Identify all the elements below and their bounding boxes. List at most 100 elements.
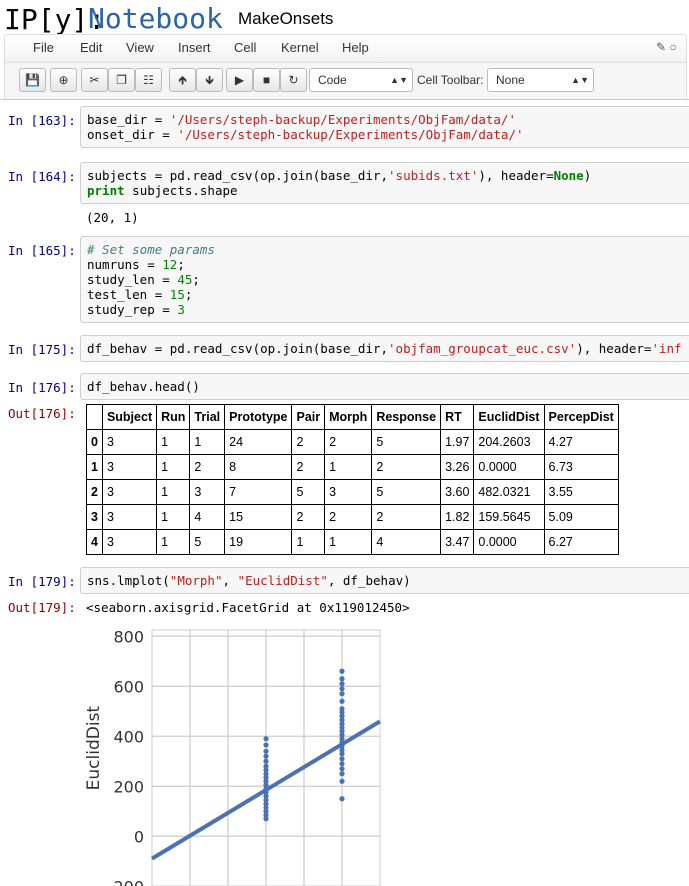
input-prompt: In [179]:	[8, 574, 76, 589]
paste-button[interactable]: ☷	[135, 68, 162, 92]
column-header: EuclidDist	[473, 404, 545, 430]
menu-item[interactable]: Help	[342, 40, 369, 55]
cell-toolbar-value: None	[496, 73, 525, 87]
menu-item[interactable]: File	[33, 40, 54, 55]
table-cell: 2	[371, 454, 442, 480]
cell-type: Code	[318, 73, 347, 87]
cell-toolbar-label: Cell Toolbar:	[417, 73, 484, 87]
menu-item[interactable]: Edit	[80, 40, 103, 55]
table-cell: 2	[324, 429, 373, 455]
data-point	[339, 698, 345, 704]
menubar	[4, 34, 687, 64]
table-cell: 1	[324, 529, 373, 555]
code-line: study_rep = 3	[87, 302, 185, 317]
data-point	[263, 804, 269, 811]
code-line: print subjects.shape	[87, 183, 238, 198]
data-point	[263, 782, 269, 788]
data-point	[263, 774, 269, 781]
table-cell: 24	[224, 429, 293, 455]
move-down-button[interactable]: 🡻	[196, 68, 223, 92]
data-point	[339, 761, 345, 767]
table-cell: 4	[189, 504, 226, 530]
code-cell[interactable]: base_dir = '/Users/steph-backup/Experime…	[80, 106, 689, 148]
table-cell: 6.27	[543, 529, 619, 555]
menu-item[interactable]: Kernel	[281, 40, 319, 55]
column-header: Trial	[189, 404, 226, 430]
column-header: Run	[156, 404, 191, 430]
data-point	[263, 797, 269, 803]
input-prompt: In [176]:	[8, 380, 76, 395]
cell-toolbar-select[interactable]: None ▲▼	[487, 68, 594, 92]
data-point	[339, 717, 345, 723]
table-cell: 15	[224, 504, 293, 530]
code-cell[interactable]: df_behav.head()	[80, 373, 689, 400]
code-cell[interactable]: subjects = pd.read_csv(op.join(base_dir,…	[80, 162, 689, 204]
restart-button[interactable]: ↻	[280, 68, 307, 92]
notebook-name[interactable]: MakeOnsets	[238, 9, 334, 28]
data-point	[263, 816, 269, 822]
table-cell: 8	[224, 454, 293, 480]
table-cell: 0.0000	[473, 454, 545, 480]
table-cell: 2	[189, 454, 226, 480]
data-point	[339, 676, 345, 682]
table-cell: 3.26	[440, 454, 475, 480]
y-tick-label: 800	[113, 627, 144, 646]
data-point	[339, 796, 345, 802]
row-index: 3	[86, 504, 103, 530]
data-point	[263, 801, 269, 807]
run-button[interactable]: ▶	[226, 68, 253, 92]
divider	[0, 99, 689, 100]
data-point	[263, 793, 269, 799]
table-cell: 3	[101, 504, 158, 530]
data-point	[263, 736, 269, 742]
data-point	[263, 778, 269, 784]
row-index: 2	[86, 479, 103, 505]
y-tick-label: 400	[113, 727, 144, 746]
data-point	[339, 756, 345, 762]
data-point	[339, 778, 345, 784]
table-cell: 2	[324, 504, 373, 530]
y-tick-label: 600	[113, 677, 144, 696]
data-point	[339, 771, 345, 777]
column-header: PercepDist	[543, 404, 619, 430]
table-row: 4 3 1 5 19 1 1 4 3.47 0.0000 6.27	[86, 529, 619, 555]
table-cell: 1	[156, 454, 191, 480]
table-cell: 4.27	[543, 429, 619, 455]
table-cell: 2	[291, 504, 326, 530]
row-index: 1	[86, 454, 103, 480]
data-point	[263, 812, 269, 818]
cut-button[interactable]: ✂	[81, 68, 108, 92]
stop-button[interactable]: ■	[253, 68, 280, 92]
menu-item[interactable]: View	[126, 40, 154, 55]
copy-button[interactable]: ❐	[108, 68, 135, 92]
move-up-button[interactable]: 🡹	[169, 68, 196, 92]
table-cell: 1	[189, 429, 226, 455]
data-point	[263, 808, 269, 814]
menu-item[interactable]: Cell	[234, 40, 257, 55]
save-button[interactable]: 💾	[19, 68, 46, 92]
table-row: 3 3 1 4 15 2 2 2 1.82 159.5645 5.09	[86, 504, 619, 530]
table-cell: 159.5645	[473, 504, 545, 530]
column-header: Response	[371, 404, 442, 430]
output-prompt: Out[176]:	[8, 406, 76, 421]
table-cell: 3.60	[440, 479, 475, 505]
table-cell: 6.73	[543, 454, 619, 480]
code-cell[interactable]: # Set some params numruns = 12; study_len …	[80, 236, 689, 323]
input-prompt: In [163]:	[8, 113, 76, 128]
code-line: sns.lmplot("Morph", "EuclidDist", df_beh…	[87, 573, 411, 588]
row-index: 4	[86, 529, 103, 555]
data-point	[339, 668, 345, 674]
table-cell: 7	[224, 479, 293, 505]
menu-item[interactable]: Insert	[178, 40, 211, 55]
insert-button[interactable]: ⊕	[50, 68, 77, 92]
column-header: Pair	[291, 404, 326, 430]
column-header: Prototype	[224, 404, 293, 430]
table-cell: 3.55	[543, 479, 619, 505]
data-point	[263, 742, 269, 748]
data-point	[339, 721, 345, 727]
data-point	[263, 753, 269, 759]
cell-type-select[interactable]: Code ▲▼	[309, 68, 413, 92]
column-header: RT	[440, 404, 475, 430]
code-cell[interactable]: sns.lmplot("Morph", "EuclidDist", df_beh…	[80, 567, 689, 594]
code-cell[interactable]: df_behav = pd.read_csv(op.join(base_dir,…	[80, 335, 689, 362]
